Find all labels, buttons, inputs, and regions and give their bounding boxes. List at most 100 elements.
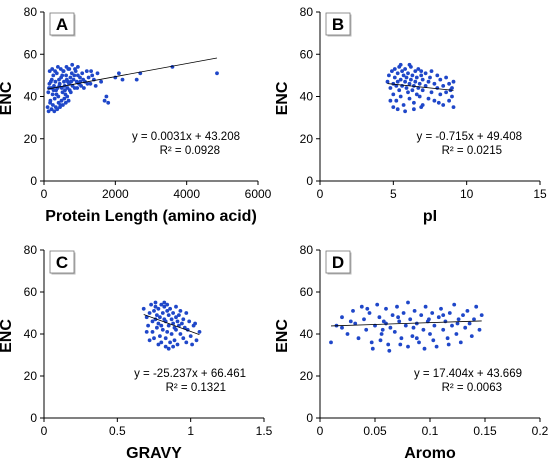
data-point — [75, 86, 80, 90]
data-point — [197, 330, 202, 334]
data-point — [178, 309, 183, 313]
data-point — [340, 325, 344, 330]
data-point — [61, 103, 65, 107]
y-tick-label: 80 — [24, 5, 38, 19]
data-point — [62, 79, 66, 84]
data-point — [398, 342, 403, 347]
data-point — [73, 67, 77, 71]
x-tick-label: 0 — [41, 424, 48, 438]
data-point — [454, 332, 459, 336]
data-point — [340, 315, 344, 320]
data-point — [428, 332, 432, 336]
data-point — [403, 109, 407, 114]
data-point — [62, 96, 67, 101]
data-point — [398, 94, 403, 99]
y-axis-label: ENC — [274, 319, 291, 353]
y-tick-label: 40 — [24, 90, 38, 104]
data-point — [47, 69, 52, 73]
data-point — [412, 100, 416, 105]
data-point — [156, 342, 161, 347]
data-point — [187, 319, 192, 324]
data-point — [447, 98, 451, 103]
data-point — [426, 79, 431, 84]
data-point — [165, 302, 170, 307]
data-point — [406, 300, 410, 305]
x-tick-label: 10 — [460, 187, 474, 201]
data-point — [351, 309, 355, 313]
data-point — [451, 79, 456, 84]
data-point — [171, 311, 176, 315]
data-point — [395, 107, 400, 112]
data-point — [406, 90, 410, 95]
data-point — [169, 317, 174, 322]
data-point — [436, 315, 441, 320]
data-point — [72, 73, 77, 78]
data-point — [421, 327, 426, 332]
x-tick-label: 5 — [390, 187, 397, 201]
trendline — [330, 320, 482, 327]
panel-label: D — [332, 253, 344, 272]
data-point — [465, 309, 470, 313]
data-point — [417, 81, 422, 86]
data-point — [441, 313, 446, 317]
data-point — [171, 344, 176, 349]
data-point — [163, 344, 168, 349]
data-point — [441, 327, 446, 332]
y-axis-label: ENC — [0, 81, 15, 115]
data-point — [84, 69, 89, 73]
data-point — [345, 332, 350, 336]
data-point — [64, 65, 69, 69]
data-point — [413, 69, 418, 73]
data-point — [413, 79, 418, 84]
data-point — [174, 327, 178, 332]
data-point — [469, 334, 474, 338]
data-point — [408, 317, 413, 322]
data-point — [420, 88, 425, 93]
x-tick-label: 2000 — [102, 187, 129, 201]
data-point — [144, 330, 149, 334]
data-point — [479, 313, 484, 317]
x-tick-label: 15 — [533, 187, 547, 201]
data-point — [409, 77, 413, 82]
data-point — [444, 75, 448, 80]
data-point — [397, 319, 402, 324]
data-point — [407, 62, 412, 67]
data-point — [188, 334, 193, 338]
data-point — [417, 94, 422, 99]
data-point — [364, 327, 369, 332]
data-point — [53, 79, 58, 84]
data-point — [458, 340, 463, 345]
data-point — [80, 71, 85, 76]
data-point — [401, 73, 406, 78]
data-point — [86, 75, 91, 80]
data-point — [427, 317, 431, 322]
x-tick-label: 4000 — [173, 187, 200, 201]
data-point — [438, 92, 443, 97]
data-point — [392, 75, 397, 80]
data-point — [456, 317, 461, 322]
data-point — [412, 309, 417, 313]
y-tick-label: 80 — [300, 243, 314, 257]
data-point — [379, 332, 384, 336]
x-tick-label: 0 — [317, 187, 324, 201]
y-tick-label: 40 — [24, 327, 38, 341]
data-point — [56, 100, 61, 105]
data-point — [180, 321, 184, 326]
data-point — [426, 96, 431, 101]
data-point — [461, 313, 465, 317]
data-point — [439, 306, 443, 311]
data-point — [455, 321, 460, 326]
data-point — [71, 77, 76, 82]
data-point — [158, 334, 162, 338]
data-point — [166, 346, 171, 351]
data-point — [395, 79, 400, 84]
data-point — [401, 311, 406, 315]
data-point — [403, 79, 407, 84]
data-point — [452, 302, 457, 307]
y-axis-label: ENC — [274, 81, 291, 115]
data-point — [390, 313, 395, 317]
data-point — [95, 71, 100, 76]
data-point — [158, 315, 162, 320]
y-tick-label: 20 — [24, 132, 38, 146]
y-tick-label: 0 — [30, 174, 37, 188]
